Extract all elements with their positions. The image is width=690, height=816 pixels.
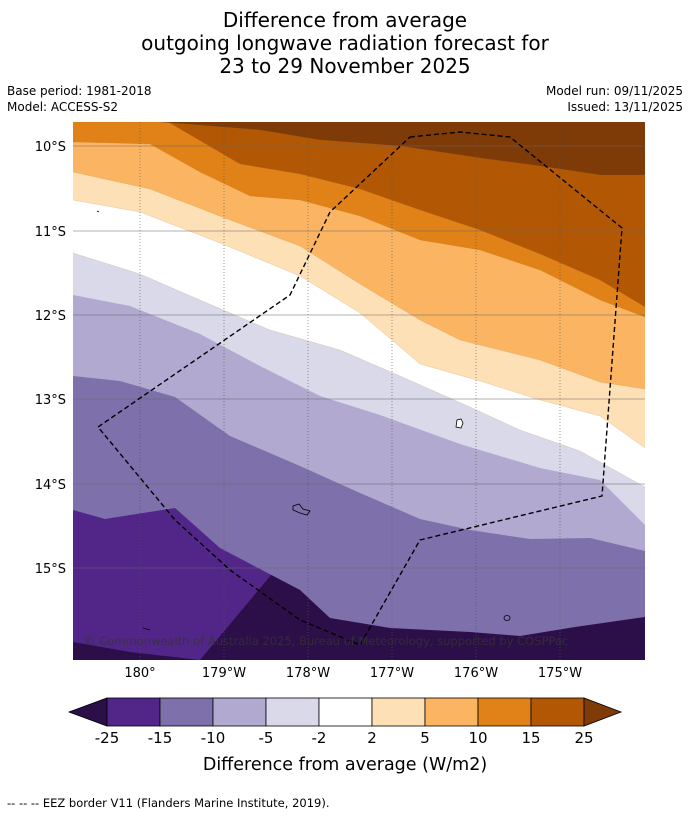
colorbar-label: Difference from average (W/m2) (203, 755, 487, 775)
colorbar-over-arrow (583, 697, 623, 727)
island-shape (142, 627, 151, 631)
lat-label: 10°S (35, 140, 66, 155)
colorbar-tick-label: -15 (148, 729, 173, 747)
lat-label: 11°S (35, 225, 66, 240)
model-name: Model: ACCESS-S2 (7, 100, 119, 114)
colorbar (67, 697, 623, 727)
contour-bands (73, 122, 645, 660)
base-period: Base period: 1981-2018 (7, 84, 152, 98)
title-line-3: 23 to 29 November 2025 (219, 54, 471, 78)
lon-label: 180° (124, 666, 155, 681)
colorbar-ticks: -25 -15 -10 -5 -2 2 5 10 15 25 (95, 729, 594, 747)
title-line-2: outgoing longwave radiation forecast for (141, 31, 549, 55)
issued-date: Issued: 13/11/2025 (567, 100, 683, 114)
colorbar-tick-label: 15 (521, 729, 540, 747)
model-run: Model run: 09/11/2025 (545, 84, 683, 98)
map-plot: © Commonwealth of Australia 2025, Bureau… (73, 122, 645, 660)
colorbar-tick-label: 25 (574, 729, 593, 747)
eez-border (96, 131, 623, 646)
colorbar-tick-label: -5 (259, 729, 274, 747)
lat-label: 12°S (35, 309, 66, 324)
colorbar-tick-label: -25 (95, 729, 120, 747)
lat-label: 14°S (35, 478, 66, 493)
latitude-labels: 10°S 11°S 12°S 13°S 14°S 15°S (35, 140, 66, 577)
contour-band (158, 122, 645, 176)
colorbar-segment (106, 697, 161, 727)
island-shape (292, 503, 311, 516)
title-line-1: Difference from average (222, 8, 468, 32)
latitude-gridlines (73, 145, 645, 569)
copyright-notice: © Commonwealth of Australia 2025, Bureau… (84, 634, 568, 648)
colorbar-segment (371, 697, 426, 727)
lat-label: 13°S (35, 393, 66, 408)
colorbar-tick-label: 10 (468, 729, 487, 747)
colorbar-segment (424, 697, 479, 727)
contour-band (73, 122, 645, 308)
island-shape (455, 418, 464, 429)
colorbar-segment (318, 697, 373, 727)
colorbar-segment (212, 697, 267, 727)
lon-label: 175°W (538, 666, 582, 681)
lon-label: 178°W (286, 666, 330, 681)
lon-label: 179°W (202, 666, 246, 681)
longitude-labels: 180° 179°W 178°W 177°W 176°W 175°W (124, 666, 582, 681)
eez-legend-note: -- -- -- EEZ border V11 (Flanders Marine… (7, 796, 330, 810)
colorbar-tick-label: 2 (367, 729, 377, 747)
colorbar-segment (159, 697, 214, 727)
colorbar-segment (530, 697, 585, 727)
colorbar-tick-label: 5 (420, 729, 430, 747)
island-shape (96, 210, 100, 213)
lon-label: 177°W (370, 666, 414, 681)
colorbar-tick-label: -2 (312, 729, 327, 747)
colorbar-segment (477, 697, 532, 727)
lon-label: 176°W (454, 666, 498, 681)
lat-label: 15°S (35, 562, 66, 577)
island-shape (503, 615, 511, 621)
colorbar-under-arrow (67, 697, 108, 727)
colorbar-segment (265, 697, 320, 727)
colorbar-tick-label: -10 (201, 729, 226, 747)
